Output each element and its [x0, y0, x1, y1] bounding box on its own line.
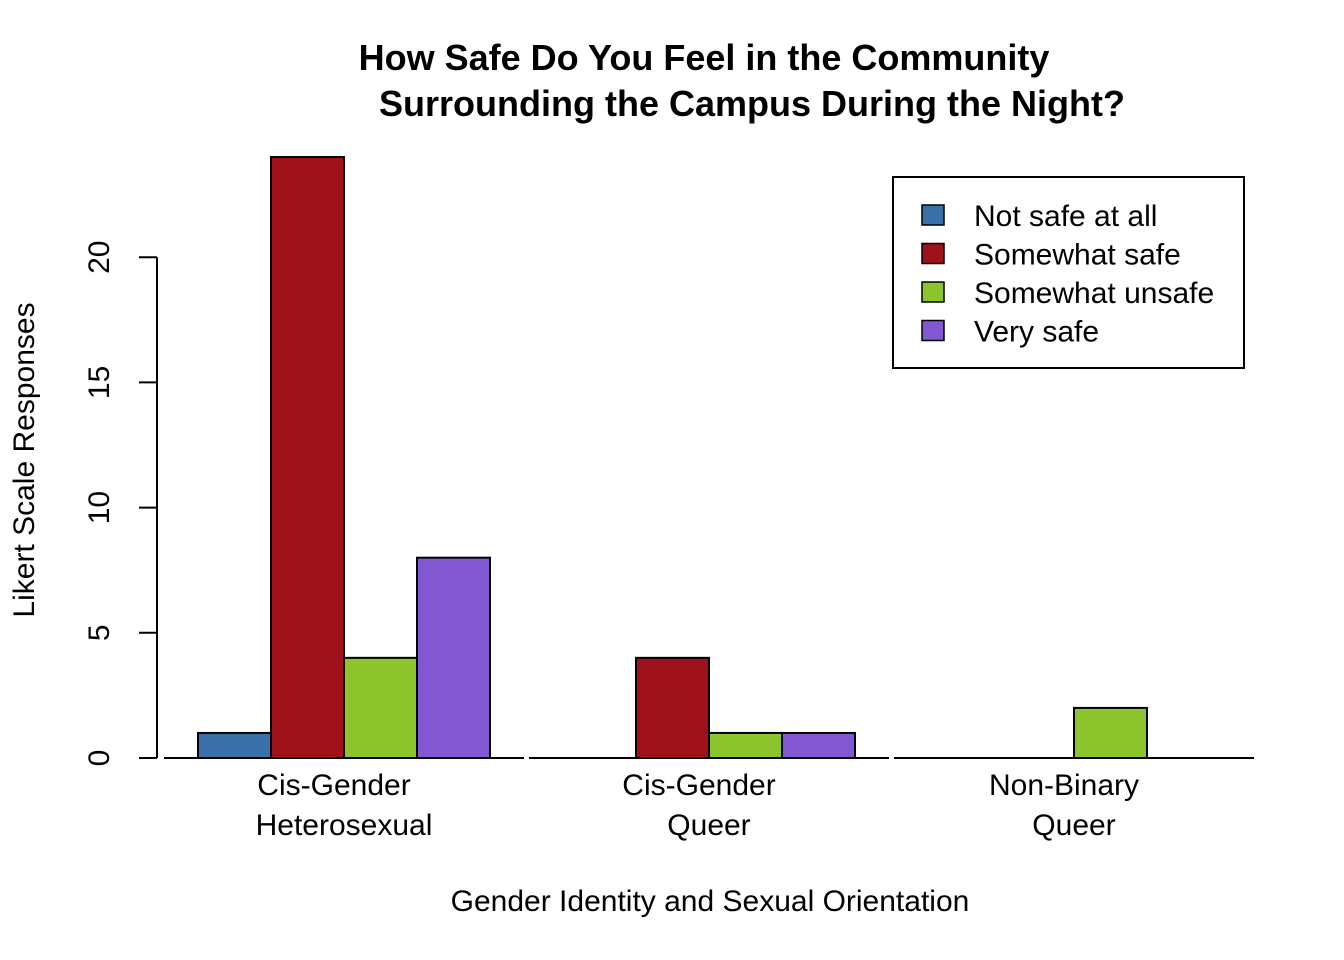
bar-group: [164, 156, 524, 760]
legend-item: Somewhat safe: [921, 239, 1181, 272]
legend-label: Very safe: [974, 316, 1099, 349]
plot-area: [164, 156, 1254, 760]
y-tick-label: 20: [83, 241, 116, 274]
y-tick-label: 15: [83, 366, 116, 399]
legend-label: Not safe at all: [974, 200, 1157, 233]
legend-swatch: [921, 281, 945, 303]
legend-item: Very safe: [921, 316, 1099, 349]
legend-swatch: [921, 319, 945, 342]
y-tick-label: 10: [83, 491, 116, 524]
x-tick-label: Heterosexual: [256, 809, 433, 842]
bar: [708, 731, 783, 760]
chart-title: How Safe Do You Feel in the Community Su…: [359, 37, 1125, 124]
x-tick-label: Cis-Gender: [257, 769, 410, 802]
x-tick-label: Cis-Gender: [622, 769, 775, 802]
bar-group: [529, 656, 889, 760]
legend-swatch: [921, 204, 945, 226]
x-tick-label: Queer: [1032, 809, 1115, 842]
bar-group: [894, 706, 1254, 759]
x-tick-label: Non-Binary: [989, 769, 1139, 802]
x-tick-label: Queer: [667, 809, 750, 842]
chart-title-line-1: How Safe Do You Feel in the Community: [359, 37, 1050, 78]
legend-item: Not safe at all: [921, 200, 1157, 233]
legend-swatch: [921, 242, 945, 265]
y-axis: 0 5 10 15 20: [83, 241, 158, 767]
bar: [416, 556, 491, 759]
y-tick-label: 0: [83, 750, 116, 767]
bar: [635, 656, 710, 760]
legend-box: [892, 176, 1245, 369]
legend-label: Somewhat unsafe: [974, 277, 1214, 310]
x-axis-labels: Cis-Gender Heterosexual Cis-Gender Queer Non…: [256, 769, 1139, 842]
chart-title-line-2: Surrounding the Campus During the Night?: [379, 83, 1125, 124]
x-axis-label: Gender Identity and Sexual Orientation: [451, 885, 970, 918]
bar: [197, 731, 272, 760]
bar: [343, 656, 418, 760]
y-axis-label: Likert Scale Responses: [8, 302, 41, 617]
bar: [781, 731, 856, 760]
legend-label: Somewhat safe: [974, 239, 1181, 272]
legend-item: Somewhat unsafe: [921, 277, 1214, 310]
bar: [1073, 706, 1148, 759]
legend: Not safe at all Somewhat safe Somewhat uns…: [892, 176, 1245, 369]
bar: [270, 156, 345, 760]
y-tick-label: 5: [83, 624, 116, 641]
